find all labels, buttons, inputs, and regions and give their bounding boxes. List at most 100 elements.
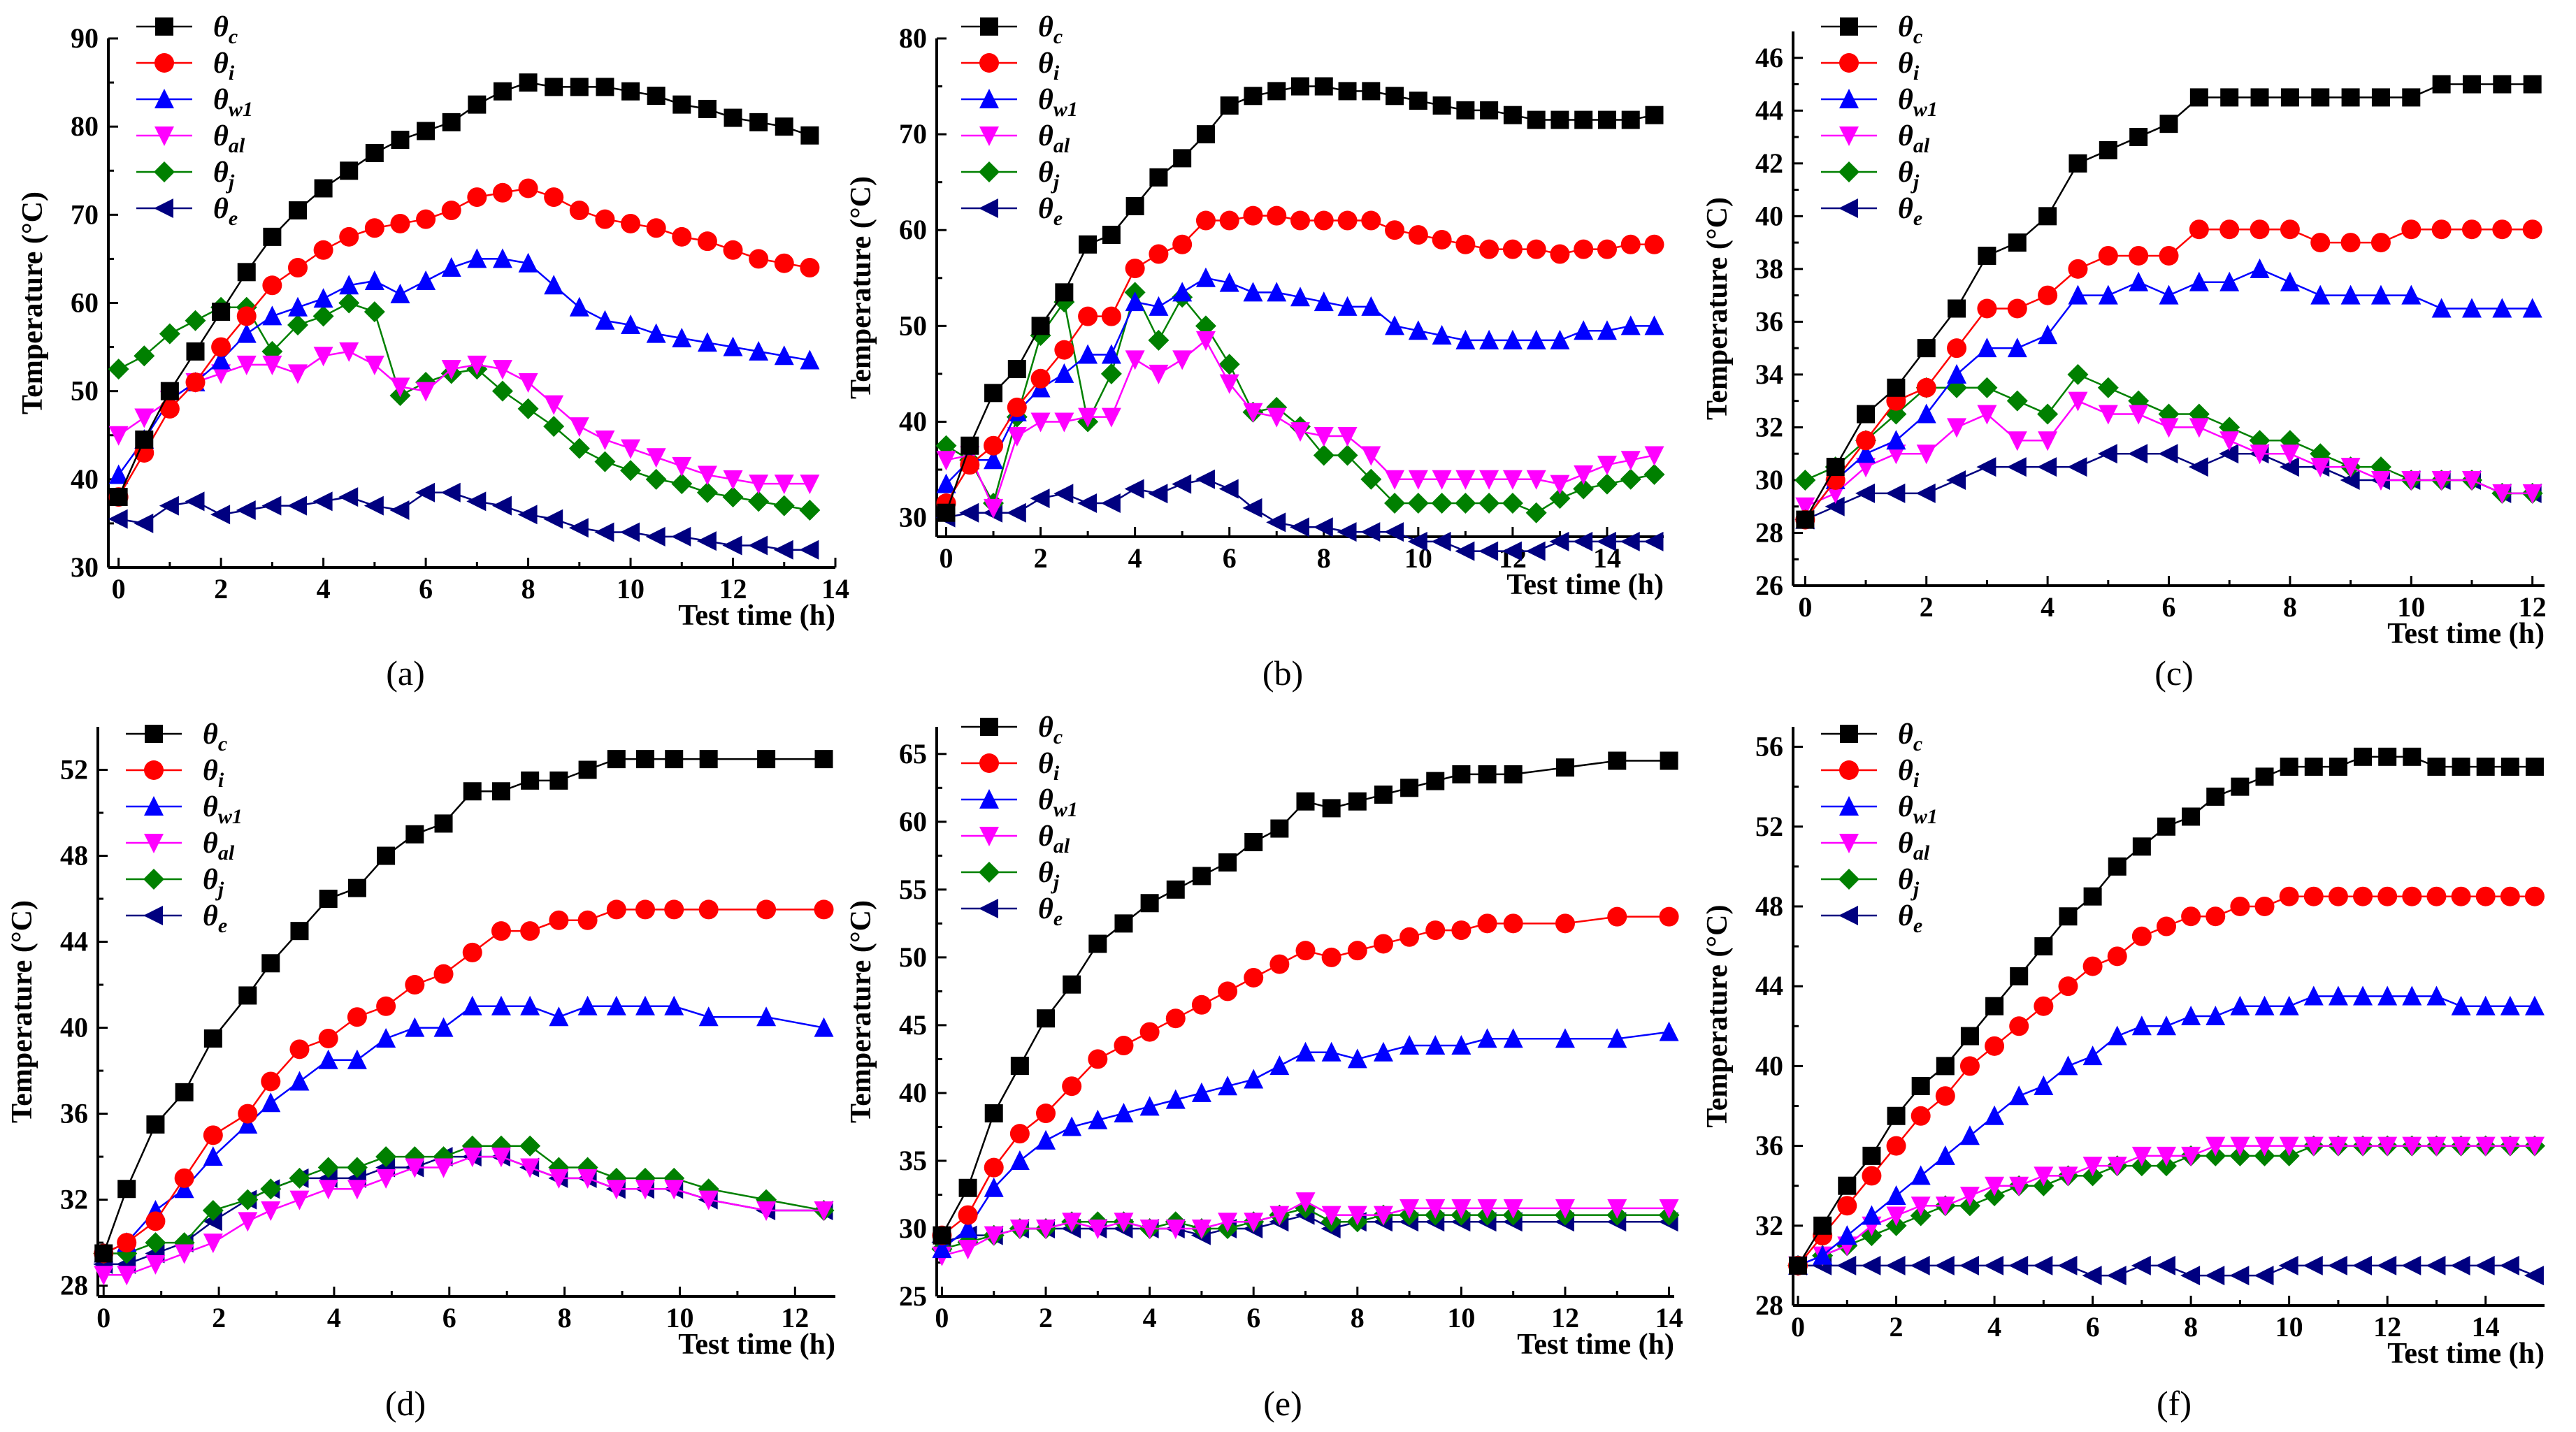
data-point	[2280, 758, 2298, 776]
x-tick-label: 8	[1351, 1302, 1365, 1333]
data-point	[2068, 284, 2088, 305]
series-w1	[932, 1021, 1679, 1259]
data-point	[2353, 1136, 2373, 1157]
legend-item-j: θj	[136, 157, 235, 194]
legend-marker	[1839, 53, 1859, 73]
data-point	[1148, 484, 1168, 504]
data-point	[577, 995, 598, 1015]
data-point	[1607, 1028, 1627, 1048]
data-point	[463, 782, 482, 801]
data-point	[543, 509, 563, 529]
data-point	[1295, 1041, 1316, 1062]
data-point	[2008, 233, 2027, 252]
data-point	[1977, 298, 1997, 319]
data-point	[365, 144, 384, 163]
data-point	[2303, 1136, 2324, 1157]
legend-marker	[979, 89, 999, 108]
data-point	[1916, 444, 1936, 465]
data-point	[1195, 315, 1216, 337]
data-point	[1408, 320, 1428, 340]
data-point	[544, 395, 564, 415]
data-point	[749, 249, 769, 269]
series-al	[94, 1148, 834, 1286]
x-tick-label: 14	[2472, 1311, 2500, 1343]
legend-item-e: θe	[1821, 900, 1922, 937]
data-point	[1361, 446, 1381, 466]
data-point	[570, 78, 589, 96]
data-point	[1597, 456, 1617, 476]
data-point	[117, 1266, 137, 1286]
data-point	[621, 439, 641, 459]
legend-label: θc	[1898, 11, 1922, 48]
data-point	[1574, 239, 1594, 259]
series-i	[94, 899, 834, 1264]
data-point	[2426, 1255, 2446, 1275]
data-point	[236, 306, 257, 326]
data-point	[1503, 913, 1523, 934]
legend-label: θi	[1038, 48, 1060, 85]
data-point	[2082, 1046, 2103, 1066]
data-point	[595, 431, 615, 451]
series-line	[117, 350, 810, 485]
data-point	[577, 910, 598, 930]
data-point	[1030, 368, 1051, 389]
data-point	[1088, 1109, 1108, 1129]
data-point	[491, 496, 512, 516]
data-point	[1062, 1116, 1082, 1136]
legend-label: θc	[1038, 711, 1063, 748]
data-point	[543, 416, 565, 437]
legend-item-e: θe	[136, 193, 238, 230]
data-point	[1172, 474, 1192, 494]
data-point	[1813, 1216, 1832, 1235]
data-point	[1526, 470, 1546, 490]
data-point	[1196, 125, 1215, 144]
data-point	[108, 359, 129, 380]
data-point	[1373, 1041, 1393, 1062]
data-point	[1338, 82, 1357, 101]
x-tick-label: 4	[2041, 591, 2055, 623]
data-point	[958, 1205, 978, 1225]
data-point	[1550, 244, 1570, 264]
data-point	[433, 1017, 454, 1037]
data-point	[1916, 377, 1936, 398]
data-point	[1322, 799, 1341, 818]
data-point	[724, 108, 742, 127]
data-point	[1036, 1219, 1056, 1239]
series-w1	[108, 248, 820, 484]
data-point	[210, 505, 231, 525]
data-point	[2377, 1136, 2398, 1157]
data-point	[338, 487, 359, 507]
data-point	[2500, 995, 2520, 1015]
legend-marker	[155, 17, 173, 36]
data-point	[672, 456, 692, 477]
y-tick-label: 56	[1755, 731, 1783, 762]
data-point	[1101, 407, 1121, 428]
y-tick-label: 28	[1755, 1289, 1783, 1321]
data-point	[1313, 444, 1334, 466]
data-point	[1550, 475, 1570, 495]
series-e	[108, 482, 819, 560]
data-point	[2128, 444, 2148, 464]
series-j	[93, 1135, 835, 1264]
data-point	[1856, 443, 1876, 463]
legend-item-e: θe	[126, 900, 227, 937]
data-point	[2402, 985, 2422, 1006]
data-point	[1267, 82, 1286, 101]
data-point	[2037, 403, 2059, 425]
data-point	[1550, 110, 1569, 129]
data-point	[1935, 1196, 1955, 1217]
data-point	[1451, 1035, 1472, 1055]
y-tick-label: 32	[1755, 411, 1783, 442]
legend-marker	[979, 53, 999, 73]
data-point	[1055, 283, 1074, 302]
data-point	[568, 518, 589, 538]
data-point	[519, 73, 538, 92]
data-point	[318, 1180, 338, 1200]
data-point	[1031, 317, 1050, 335]
data-point	[2219, 431, 2240, 451]
data-point	[1373, 1206, 1393, 1226]
data-point	[1644, 315, 1664, 335]
series-line	[941, 916, 1669, 1236]
data-point	[2219, 271, 2240, 291]
y-tick-label: 28	[60, 1270, 88, 1301]
